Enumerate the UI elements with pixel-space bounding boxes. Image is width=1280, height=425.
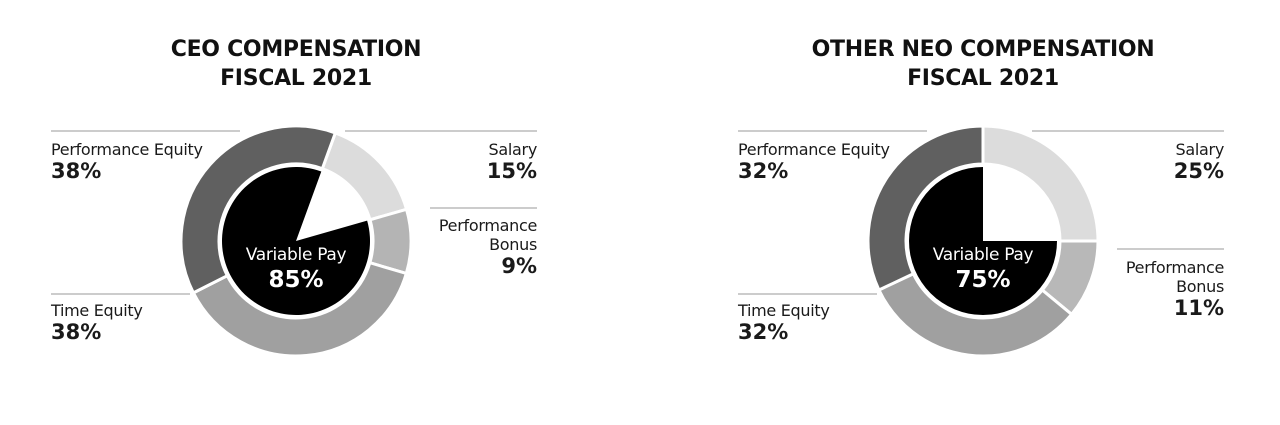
segment-label: Performance Bonus 11%	[1114, 258, 1224, 320]
segment-name: Performance Bonus	[1125, 258, 1224, 296]
chart-subtitle: FISCAL 2021	[220, 66, 372, 91]
inner-wedge	[221, 167, 370, 316]
segment-name: Time Equity	[51, 301, 143, 320]
segment-name: Salary	[488, 140, 538, 159]
segment-value: 9%	[501, 254, 537, 278]
chart-title: OTHER NEO COMPENSATION	[811, 37, 1155, 62]
segment-value: 11%	[1173, 296, 1224, 320]
segment-value: 38%	[51, 159, 102, 183]
segment-name: Salary	[1175, 140, 1225, 159]
inner-wedge	[909, 167, 1057, 315]
chart-title: CEO COMPENSATION	[170, 37, 422, 62]
segment-label: Time Equity 38%	[51, 301, 231, 344]
center-name: Variable Pay	[932, 245, 1034, 265]
center-label: Variable Pay 75%	[913, 245, 1053, 293]
center-value: 85%	[268, 267, 324, 293]
center-label: Variable Pay 85%	[226, 245, 366, 293]
center-name: Variable Pay	[245, 245, 347, 265]
segment-value: 15%	[486, 159, 537, 183]
segment-label: Performance Equity 38%	[51, 140, 231, 183]
donut-segment	[191, 260, 409, 358]
segment-value: 32%	[738, 159, 789, 183]
segment-label: Performance Equity 32%	[738, 140, 918, 183]
segment-name: Performance Equity	[51, 140, 203, 159]
donut-segment	[866, 124, 985, 292]
segment-name: Time Equity	[738, 301, 830, 320]
segment-label: Performance Bonus 9%	[427, 216, 537, 278]
segment-name: Performance Bonus	[438, 216, 537, 254]
segment-label: Salary 25%	[1074, 140, 1225, 183]
segment-value: 25%	[1173, 159, 1224, 183]
segment-name: Performance Equity	[738, 140, 890, 159]
donut-segment	[179, 124, 338, 295]
center-value: 75%	[955, 267, 1011, 293]
segment-value: 32%	[738, 320, 789, 344]
segment-value: 38%	[51, 320, 102, 344]
segment-label: Time Equity 32%	[738, 301, 918, 344]
chart-subtitle: FISCAL 2021	[907, 66, 1059, 91]
segment-label: Salary 15%	[387, 140, 538, 183]
